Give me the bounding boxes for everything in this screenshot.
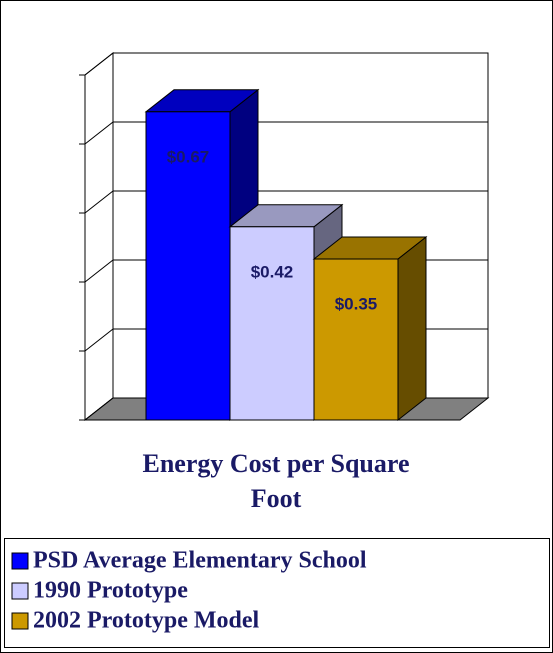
grid-line	[84, 121, 488, 145]
data-label: $0.35	[335, 294, 378, 313]
data-label: $0.42	[251, 262, 294, 281]
legend-box	[4, 538, 550, 648]
grid-line	[84, 190, 488, 214]
bar	[229, 226, 315, 421]
legend-swatch	[11, 612, 29, 630]
legend-label: 2002 Prototype Model	[33, 608, 260, 634]
legend-label: 1990 Prototype	[33, 578, 188, 604]
legend-label: PSD Average Elementary School	[33, 548, 367, 574]
legend-swatch	[11, 582, 29, 600]
side-wall	[84, 51, 114, 422]
grid-line	[84, 52, 488, 76]
legend-swatch	[11, 552, 29, 570]
bar-side	[397, 235, 427, 422]
bar	[313, 258, 399, 421]
bar	[145, 111, 231, 421]
chart-title: Energy Cost per Square	[143, 449, 410, 478]
chart-title: Foot	[251, 484, 302, 513]
data-label: $0.67	[167, 147, 210, 166]
